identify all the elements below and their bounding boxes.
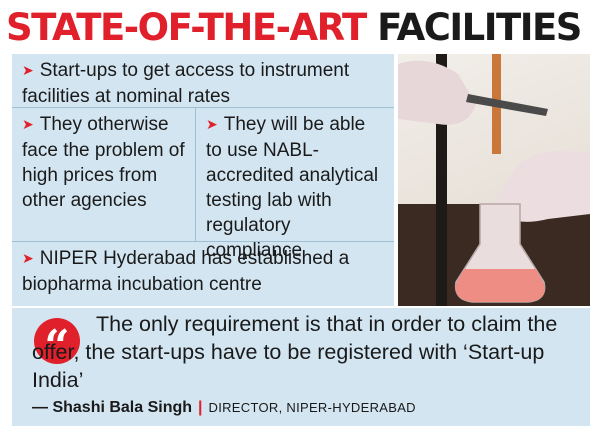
facts-panel: ➤ Start-ups to get access to instrument f… bbox=[12, 54, 394, 306]
fact-cell-4: ➤ NIPER Hyderabad has established a bioph… bbox=[12, 242, 394, 306]
bullet-arrow-icon: ➤ bbox=[22, 250, 34, 266]
quote-author-role: DIRECTOR, NIPER-HYDERABAD bbox=[208, 400, 416, 415]
headline: STATE-OF-THE-ART FACILITIES bbox=[6, 6, 582, 50]
quote-attribution: — Shashi Bala Singh | DIRECTOR, NIPER-HYDE… bbox=[32, 398, 416, 418]
fact-text-1: Start-ups to get access to instrument fa… bbox=[22, 60, 350, 107]
tongs bbox=[466, 94, 548, 116]
bullet-arrow-icon: ➤ bbox=[206, 116, 218, 132]
fact-cell-3: ➤ They will be able to use NABL-accredite… bbox=[196, 108, 394, 261]
left-glove bbox=[398, 60, 476, 125]
lab-scene-illustration bbox=[398, 54, 590, 306]
headline-part-2: FACILITIES bbox=[377, 6, 582, 49]
lab-flask-photo bbox=[398, 54, 590, 306]
bullet-arrow-icon: ➤ bbox=[22, 116, 34, 132]
quote-mark-icon: “ bbox=[34, 318, 80, 369]
quote-text: The only requirement is that in order to… bbox=[32, 312, 558, 392]
attribution-separator: | bbox=[198, 399, 203, 416]
flask-liquid bbox=[455, 269, 545, 302]
quote-panel: “ The only requirement is that in order … bbox=[12, 308, 590, 426]
stand-rod bbox=[436, 54, 447, 306]
fact-cell-2: ➤ They otherwise face the problem of high… bbox=[12, 108, 196, 242]
headline-part-1: STATE-OF-THE-ART bbox=[6, 6, 367, 49]
quote-author: — Shashi Bala Singh bbox=[32, 399, 193, 416]
fact-text-4: NIPER Hyderabad has established a biopha… bbox=[22, 248, 350, 295]
fact-text-2: They otherwise face the problem of high … bbox=[22, 114, 185, 211]
bullet-arrow-icon: ➤ bbox=[22, 62, 34, 78]
fact-cell-1: ➤ Start-ups to get access to instrument f… bbox=[12, 54, 394, 108]
quote-mark-glyph: “ bbox=[44, 321, 70, 372]
fact-text-3: They will be able to use NABL-accredited… bbox=[206, 114, 379, 261]
